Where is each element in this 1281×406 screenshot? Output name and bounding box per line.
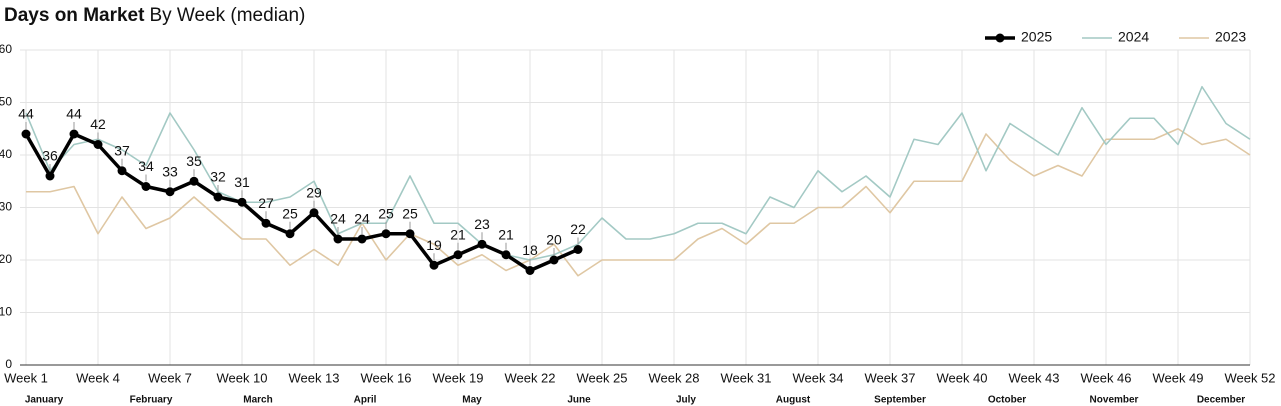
month-label: February (130, 395, 173, 406)
data-label: 22 (570, 221, 586, 237)
data-label: 31 (234, 174, 250, 190)
point (213, 192, 223, 202)
y-tick-label: 0 (5, 357, 12, 371)
month-label: March (243, 395, 272, 406)
data-label: 25 (378, 205, 394, 221)
x-tick-label: Week 52 (1224, 370, 1275, 385)
x-tick-label: Week 10 (216, 370, 267, 385)
grid (20, 49, 1251, 366)
data-label: 35 (186, 153, 202, 169)
series-line (24, 132, 579, 273)
series-line (25, 85, 1251, 261)
chart-title: Days on Market (4, 5, 145, 26)
chart-subtitle: By Week (median) (149, 5, 305, 26)
month-label: October (988, 395, 1026, 406)
y-tick-label: 10 (0, 305, 12, 319)
data-label: 32 (210, 169, 226, 185)
data-label: 44 (66, 106, 82, 122)
month-label: November (1090, 395, 1139, 406)
x-tick-label: Week 4 (76, 370, 120, 385)
point (525, 266, 535, 275)
x-tick-label: Week 19 (432, 370, 483, 385)
data-label: 24 (330, 211, 346, 227)
point (165, 187, 175, 197)
data-label: 25 (282, 205, 298, 221)
x-tick-label: Week 34 (792, 370, 843, 385)
legend-label: 2024 (1118, 29, 1149, 45)
data-label: 29 (306, 184, 322, 200)
point (21, 129, 31, 139)
x-tick-label: Week 31 (720, 370, 771, 385)
data-label: 18 (522, 242, 538, 258)
month-label: July (676, 395, 696, 406)
x-tick-label: Week 43 (1008, 370, 1059, 385)
data-label: 21 (450, 226, 466, 242)
y-tick-label: 50 (0, 95, 12, 109)
series-line (26, 127, 1251, 277)
point (237, 197, 247, 207)
month-label: December (1197, 395, 1245, 406)
month-label: June (567, 395, 591, 406)
x-tick-label: Week 49 (1152, 370, 1203, 385)
point (573, 245, 583, 254)
month-label: April (354, 395, 377, 406)
point (405, 229, 415, 239)
x-tick-label: Week 28 (648, 370, 699, 385)
month-label: August (776, 395, 811, 406)
data-label: 33 (162, 163, 178, 179)
legend-label: 2025 (1021, 29, 1052, 45)
point (381, 229, 391, 239)
point (117, 166, 127, 176)
x-tick-label: Week 22 (504, 370, 555, 385)
point (261, 218, 271, 228)
data-label: 25 (402, 205, 418, 221)
point (357, 234, 367, 244)
point (141, 182, 151, 191)
data-label: 36 (42, 148, 58, 164)
point (549, 255, 559, 265)
point (333, 234, 343, 244)
y-tick-label: 60 (0, 42, 12, 56)
legend-marker (995, 33, 1005, 43)
legend-label: 2023 (1215, 29, 1246, 45)
month-label: May (462, 395, 482, 406)
point (453, 250, 463, 260)
month-label: September (874, 395, 926, 406)
data-label: 20 (546, 232, 562, 248)
data-label: 34 (138, 158, 154, 174)
point (189, 176, 199, 186)
data-label: 27 (258, 195, 274, 211)
x-tick-label: Week 16 (360, 370, 411, 385)
month-label: January (25, 395, 64, 406)
data-label: 44 (18, 106, 34, 122)
data-label: 37 (114, 142, 130, 158)
y-tick-label: 20 (0, 252, 12, 266)
point (309, 208, 319, 218)
x-tick-label: Week 37 (864, 370, 915, 385)
data-label: 42 (90, 116, 106, 132)
x-tick-label: Week 46 (1080, 370, 1131, 385)
point (501, 250, 511, 260)
y-tick-label: 30 (0, 200, 12, 214)
point (477, 239, 487, 249)
data-label: 19 (426, 237, 442, 253)
point (93, 140, 103, 149)
data-label: 23 (474, 216, 490, 232)
point (45, 171, 55, 181)
x-tick-label: Week 7 (148, 370, 192, 385)
data-label: 21 (498, 226, 514, 242)
x-tick-label: Week 1 (4, 370, 48, 385)
point (429, 260, 439, 270)
point (69, 129, 79, 139)
x-tick-label: Week 13 (288, 370, 339, 385)
y-tick-label: 40 (0, 147, 12, 161)
x-tick-label: Week 40 (936, 370, 987, 385)
data-label: 24 (354, 211, 370, 227)
x-tick-label: Week 25 (576, 370, 627, 385)
point (285, 229, 295, 239)
